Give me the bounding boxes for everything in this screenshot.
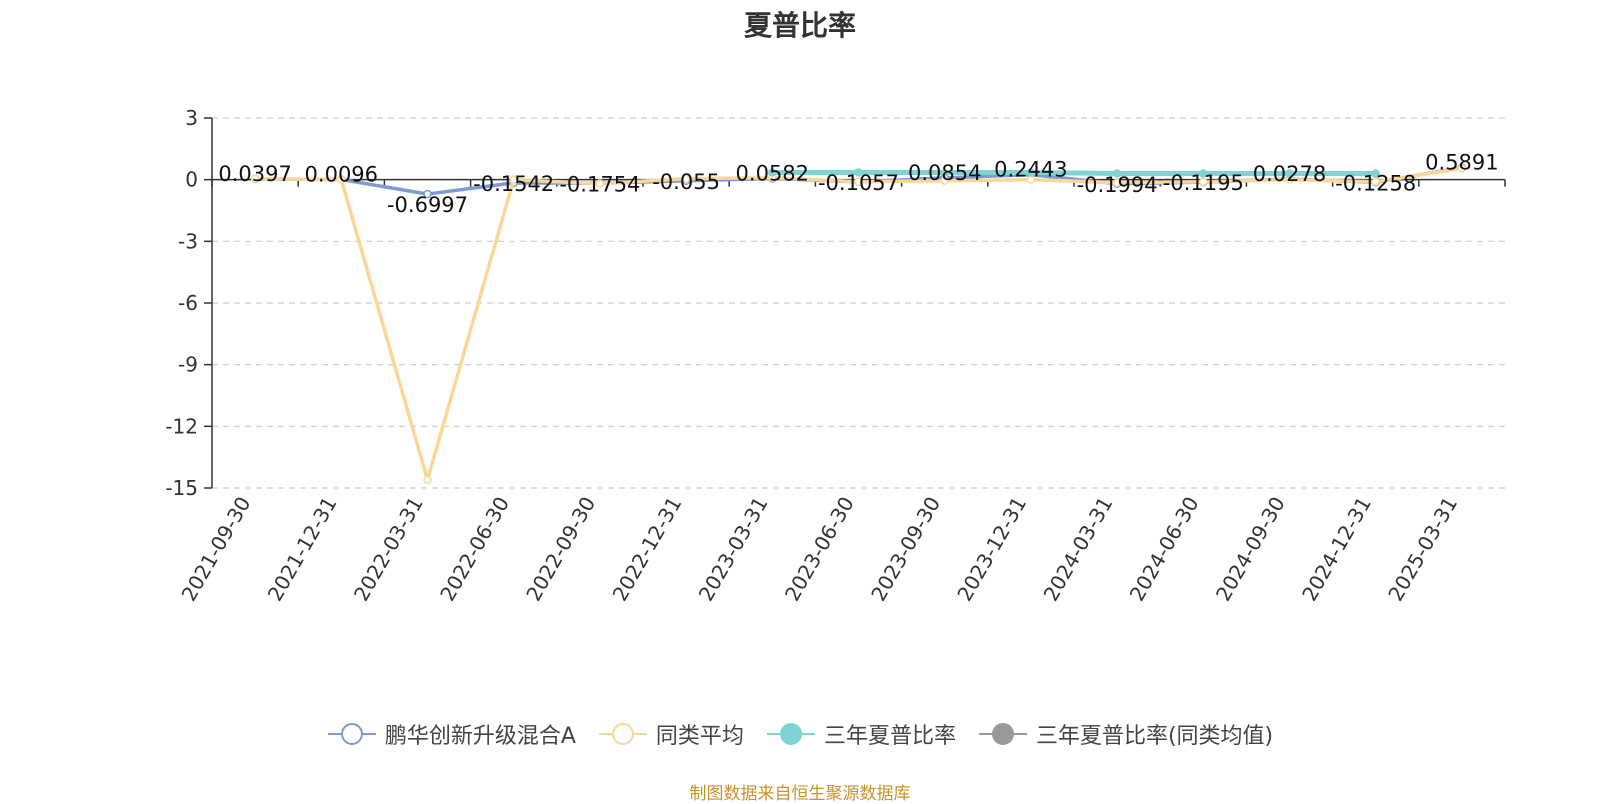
data-label: 0.0854 bbox=[908, 161, 981, 185]
data-point bbox=[1371, 169, 1380, 178]
legend-item[interactable]: 三年夏普比率(同类均值) bbox=[978, 718, 1273, 750]
data-label: -0.1754 bbox=[559, 172, 640, 196]
data-point bbox=[1026, 168, 1036, 177]
data-point bbox=[854, 168, 863, 177]
data-label: 0.0397 bbox=[218, 162, 291, 186]
data-point bbox=[681, 174, 691, 183]
data-point bbox=[1199, 177, 1208, 186]
x-tick-label: 2023-06-30 bbox=[780, 493, 859, 606]
data-point bbox=[423, 189, 432, 199]
data-point bbox=[854, 177, 863, 186]
data-label: 0.5891 bbox=[1425, 151, 1498, 175]
data-label: -0.6997 bbox=[387, 193, 468, 217]
data-point bbox=[1112, 178, 1122, 187]
data-label: -0.1057 bbox=[818, 171, 899, 195]
data-point bbox=[940, 176, 949, 185]
legend-item[interactable]: 同类平均 bbox=[598, 718, 744, 750]
data-label: 0.0096 bbox=[305, 162, 378, 186]
x-tick-label: 2022-06-30 bbox=[435, 493, 514, 606]
y-tick-label: -12 bbox=[165, 414, 198, 438]
x-tick-label: 2024-12-31 bbox=[1297, 493, 1376, 606]
data-point bbox=[337, 175, 346, 184]
legend-marker-icon bbox=[598, 723, 647, 745]
chart-title: 夏普比率 bbox=[743, 9, 856, 42]
data-point bbox=[1285, 169, 1294, 178]
x-tick-label: 2024-06-30 bbox=[1125, 493, 1204, 606]
data-label: -0.055 bbox=[652, 170, 720, 194]
data-label: -0.1542 bbox=[473, 172, 554, 196]
data-label: 0.2443 bbox=[994, 158, 1067, 182]
data-point bbox=[595, 179, 605, 189]
data-label: -0.1994 bbox=[1077, 173, 1158, 197]
data-label: -0.1195 bbox=[1163, 171, 1244, 195]
legend-label: 同类平均 bbox=[655, 724, 744, 749]
legend: 鹏华创新升级混合A 同类平均 三年夏普比率 三年夏普比率(同类均值) bbox=[0, 718, 1600, 750]
data-point bbox=[768, 168, 777, 177]
data-point bbox=[1112, 169, 1122, 178]
x-tick-label: 2023-03-31 bbox=[694, 493, 773, 606]
x-tick-label: 2023-09-30 bbox=[866, 492, 945, 605]
legend-marker-icon bbox=[978, 723, 1027, 745]
legend-marker-icon bbox=[327, 723, 376, 745]
series-lines bbox=[250, 163, 1467, 485]
y-tick-label: -15 bbox=[165, 476, 198, 500]
legend-label: 鹏华创新升级混合A bbox=[384, 724, 576, 749]
data-label: -0.1258 bbox=[1335, 171, 1416, 195]
data-labels: 0.0397 0.0096 -0.6997-0.1542 -0.1754 -0.055 0… bbox=[218, 151, 1498, 217]
legend-label: 三年夏普比率(同类均值) bbox=[1035, 724, 1274, 749]
y-tick-label: -3 bbox=[178, 229, 198, 253]
x-tick-label: 2025-03-31 bbox=[1383, 493, 1462, 606]
data-point bbox=[1371, 177, 1380, 186]
x-tick-label: 2024-03-31 bbox=[1039, 493, 1118, 606]
x-tick-label: 2022-03-31 bbox=[349, 493, 428, 606]
legend-item[interactable]: 三年夏普比率 bbox=[766, 718, 956, 750]
data-point bbox=[1199, 169, 1208, 178]
y-tick-label: -9 bbox=[178, 353, 198, 377]
data-point bbox=[423, 475, 432, 485]
legend-label: 三年夏普比率 bbox=[823, 724, 956, 749]
data-point bbox=[509, 175, 518, 184]
y-tick-label: 3 bbox=[185, 106, 198, 130]
x-tick-label: 2021-09-30 bbox=[177, 493, 256, 606]
x-tick-label: 2022-09-30 bbox=[521, 493, 600, 606]
x-tick-label: 2021-12-31 bbox=[263, 493, 342, 606]
x-tick-label: 2023-12-31 bbox=[952, 493, 1031, 606]
legend-marker-icon bbox=[766, 723, 815, 745]
data-point bbox=[1457, 164, 1467, 173]
source-note: 制图数据来自恒生聚源数据库 bbox=[689, 784, 911, 804]
data-label: 0.0278 bbox=[1253, 162, 1326, 186]
y-tick-label: 0 bbox=[185, 168, 198, 192]
data-label: 0.0582 bbox=[736, 161, 809, 185]
y-tick-label: -6 bbox=[178, 291, 198, 315]
x-tick-label: 2024-09-30 bbox=[1211, 493, 1290, 606]
data-point bbox=[250, 174, 260, 183]
legend-item[interactable]: 鹏华创新升级混合A bbox=[327, 718, 576, 750]
x-tick-label: 2022-12-31 bbox=[608, 493, 687, 606]
